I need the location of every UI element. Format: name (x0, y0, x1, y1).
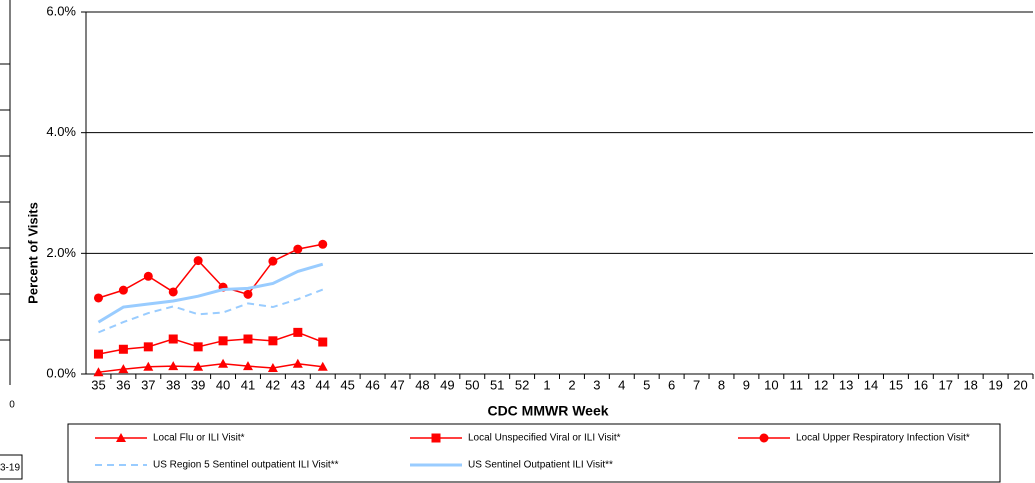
x-tick-label: 39 (191, 377, 205, 392)
x-axis-title: CDC MMWR Week (487, 403, 608, 419)
x-tick-label: 2 (568, 377, 575, 392)
x-tick-label: 52 (515, 377, 529, 392)
fragment-text: 3-19 (0, 463, 20, 474)
data-point (143, 271, 153, 281)
x-tick-label: 41 (241, 377, 255, 392)
data-point (242, 361, 253, 371)
series-line (98, 243, 323, 299)
data-point (267, 362, 278, 372)
x-tick-label: 6 (668, 377, 675, 392)
legend-label: Local Unspecified Viral or ILI Visit* (468, 433, 621, 444)
legend-label: US Region 5 Sentinel outpatient ILI Visi… (153, 460, 339, 471)
legend-label: Local Upper Respiratory Infection Visit* (796, 433, 970, 444)
data-point (118, 344, 128, 354)
data-point (243, 334, 253, 344)
y-tick-label: 6.0% (46, 3, 76, 18)
data-point (143, 361, 154, 371)
y-tick-label: 0.0% (46, 365, 76, 380)
data-point (218, 336, 228, 346)
series-line (98, 288, 324, 334)
x-tick-label: 51 (490, 377, 504, 392)
x-tick-label: 11 (790, 377, 804, 392)
x-tick-label: 38 (166, 377, 180, 392)
data-point (193, 361, 204, 371)
x-tick-label: 42 (266, 377, 280, 392)
data-point (168, 361, 179, 371)
x-tick-label: 13 (839, 377, 853, 392)
x-tick-label: 36 (116, 377, 130, 392)
x-tick-label: 40 (216, 377, 230, 392)
fragment-box (0, 454, 23, 480)
data-point (318, 337, 328, 347)
x-tick-label: 37 (141, 377, 155, 392)
x-tick-label: 3 (593, 377, 600, 392)
data-point (218, 358, 229, 368)
data-point (268, 256, 278, 266)
data-point (93, 367, 104, 377)
y-tick-label: 4.0% (46, 124, 76, 139)
data-point (118, 285, 128, 295)
series-line (97, 262, 324, 324)
x-tick-label: 48 (415, 377, 429, 392)
x-tick-label: 43 (291, 377, 305, 392)
x-tick-label: 1 (543, 377, 550, 392)
x-tick-label: 7 (693, 377, 700, 392)
x-tick-label: 17 (939, 377, 953, 392)
data-point (93, 349, 103, 359)
x-tick-label: 18 (963, 377, 977, 392)
legend-label: US Sentinel Outpatient ILI Visit** (468, 460, 613, 471)
data-point (193, 342, 203, 352)
x-tick-label: 16 (914, 377, 928, 392)
x-tick-label: 47 (390, 377, 404, 392)
data-point (168, 287, 178, 297)
x-tick-label: 50 (465, 377, 479, 392)
series-line (98, 362, 323, 373)
x-tick-label: 44 (316, 377, 330, 392)
data-point (93, 293, 103, 303)
y-axis-title: Percent of Visits (25, 202, 40, 304)
x-tick-label: 45 (340, 377, 354, 392)
x-tick-label: 9 (743, 377, 750, 392)
x-tick-label: 19 (988, 377, 1002, 392)
legend-marker (431, 433, 441, 443)
data-point (143, 342, 153, 352)
data-point (293, 327, 303, 337)
x-tick-label: 5 (643, 377, 650, 392)
data-point (317, 361, 328, 371)
legend-marker (116, 433, 126, 442)
y-tick-label: 2.0% (46, 245, 76, 260)
x-tick-label: 46 (365, 377, 379, 392)
x-tick-label: 20 (1013, 377, 1027, 392)
legend-marker (759, 433, 769, 443)
x-tick-label: 14 (864, 377, 878, 392)
x-tick-label: 35 (91, 377, 105, 392)
data-point (292, 358, 303, 368)
x-tick-label: 10 (764, 377, 778, 392)
x-tick-label: 15 (889, 377, 903, 392)
data-point (293, 244, 303, 254)
x-tick-label: 49 (440, 377, 454, 392)
x-tick-label: 4 (618, 377, 625, 392)
legend-label: Local Flu or ILI Visit* (153, 433, 245, 444)
legend-box (67, 423, 1001, 483)
series-line (98, 331, 324, 355)
fragment-text: 0 (9, 400, 15, 411)
data-point (193, 256, 203, 266)
x-tick-label: 12 (814, 377, 828, 392)
data-point (168, 334, 178, 344)
data-point (243, 289, 253, 299)
data-point (318, 239, 328, 249)
data-point (118, 364, 129, 374)
x-tick-label: 8 (718, 377, 725, 392)
data-point (268, 336, 278, 346)
